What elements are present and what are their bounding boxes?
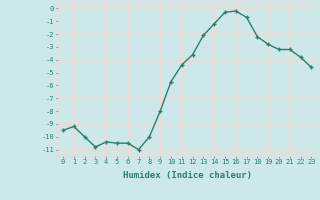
X-axis label: Humidex (Indice chaleur): Humidex (Indice chaleur) [123, 171, 252, 180]
